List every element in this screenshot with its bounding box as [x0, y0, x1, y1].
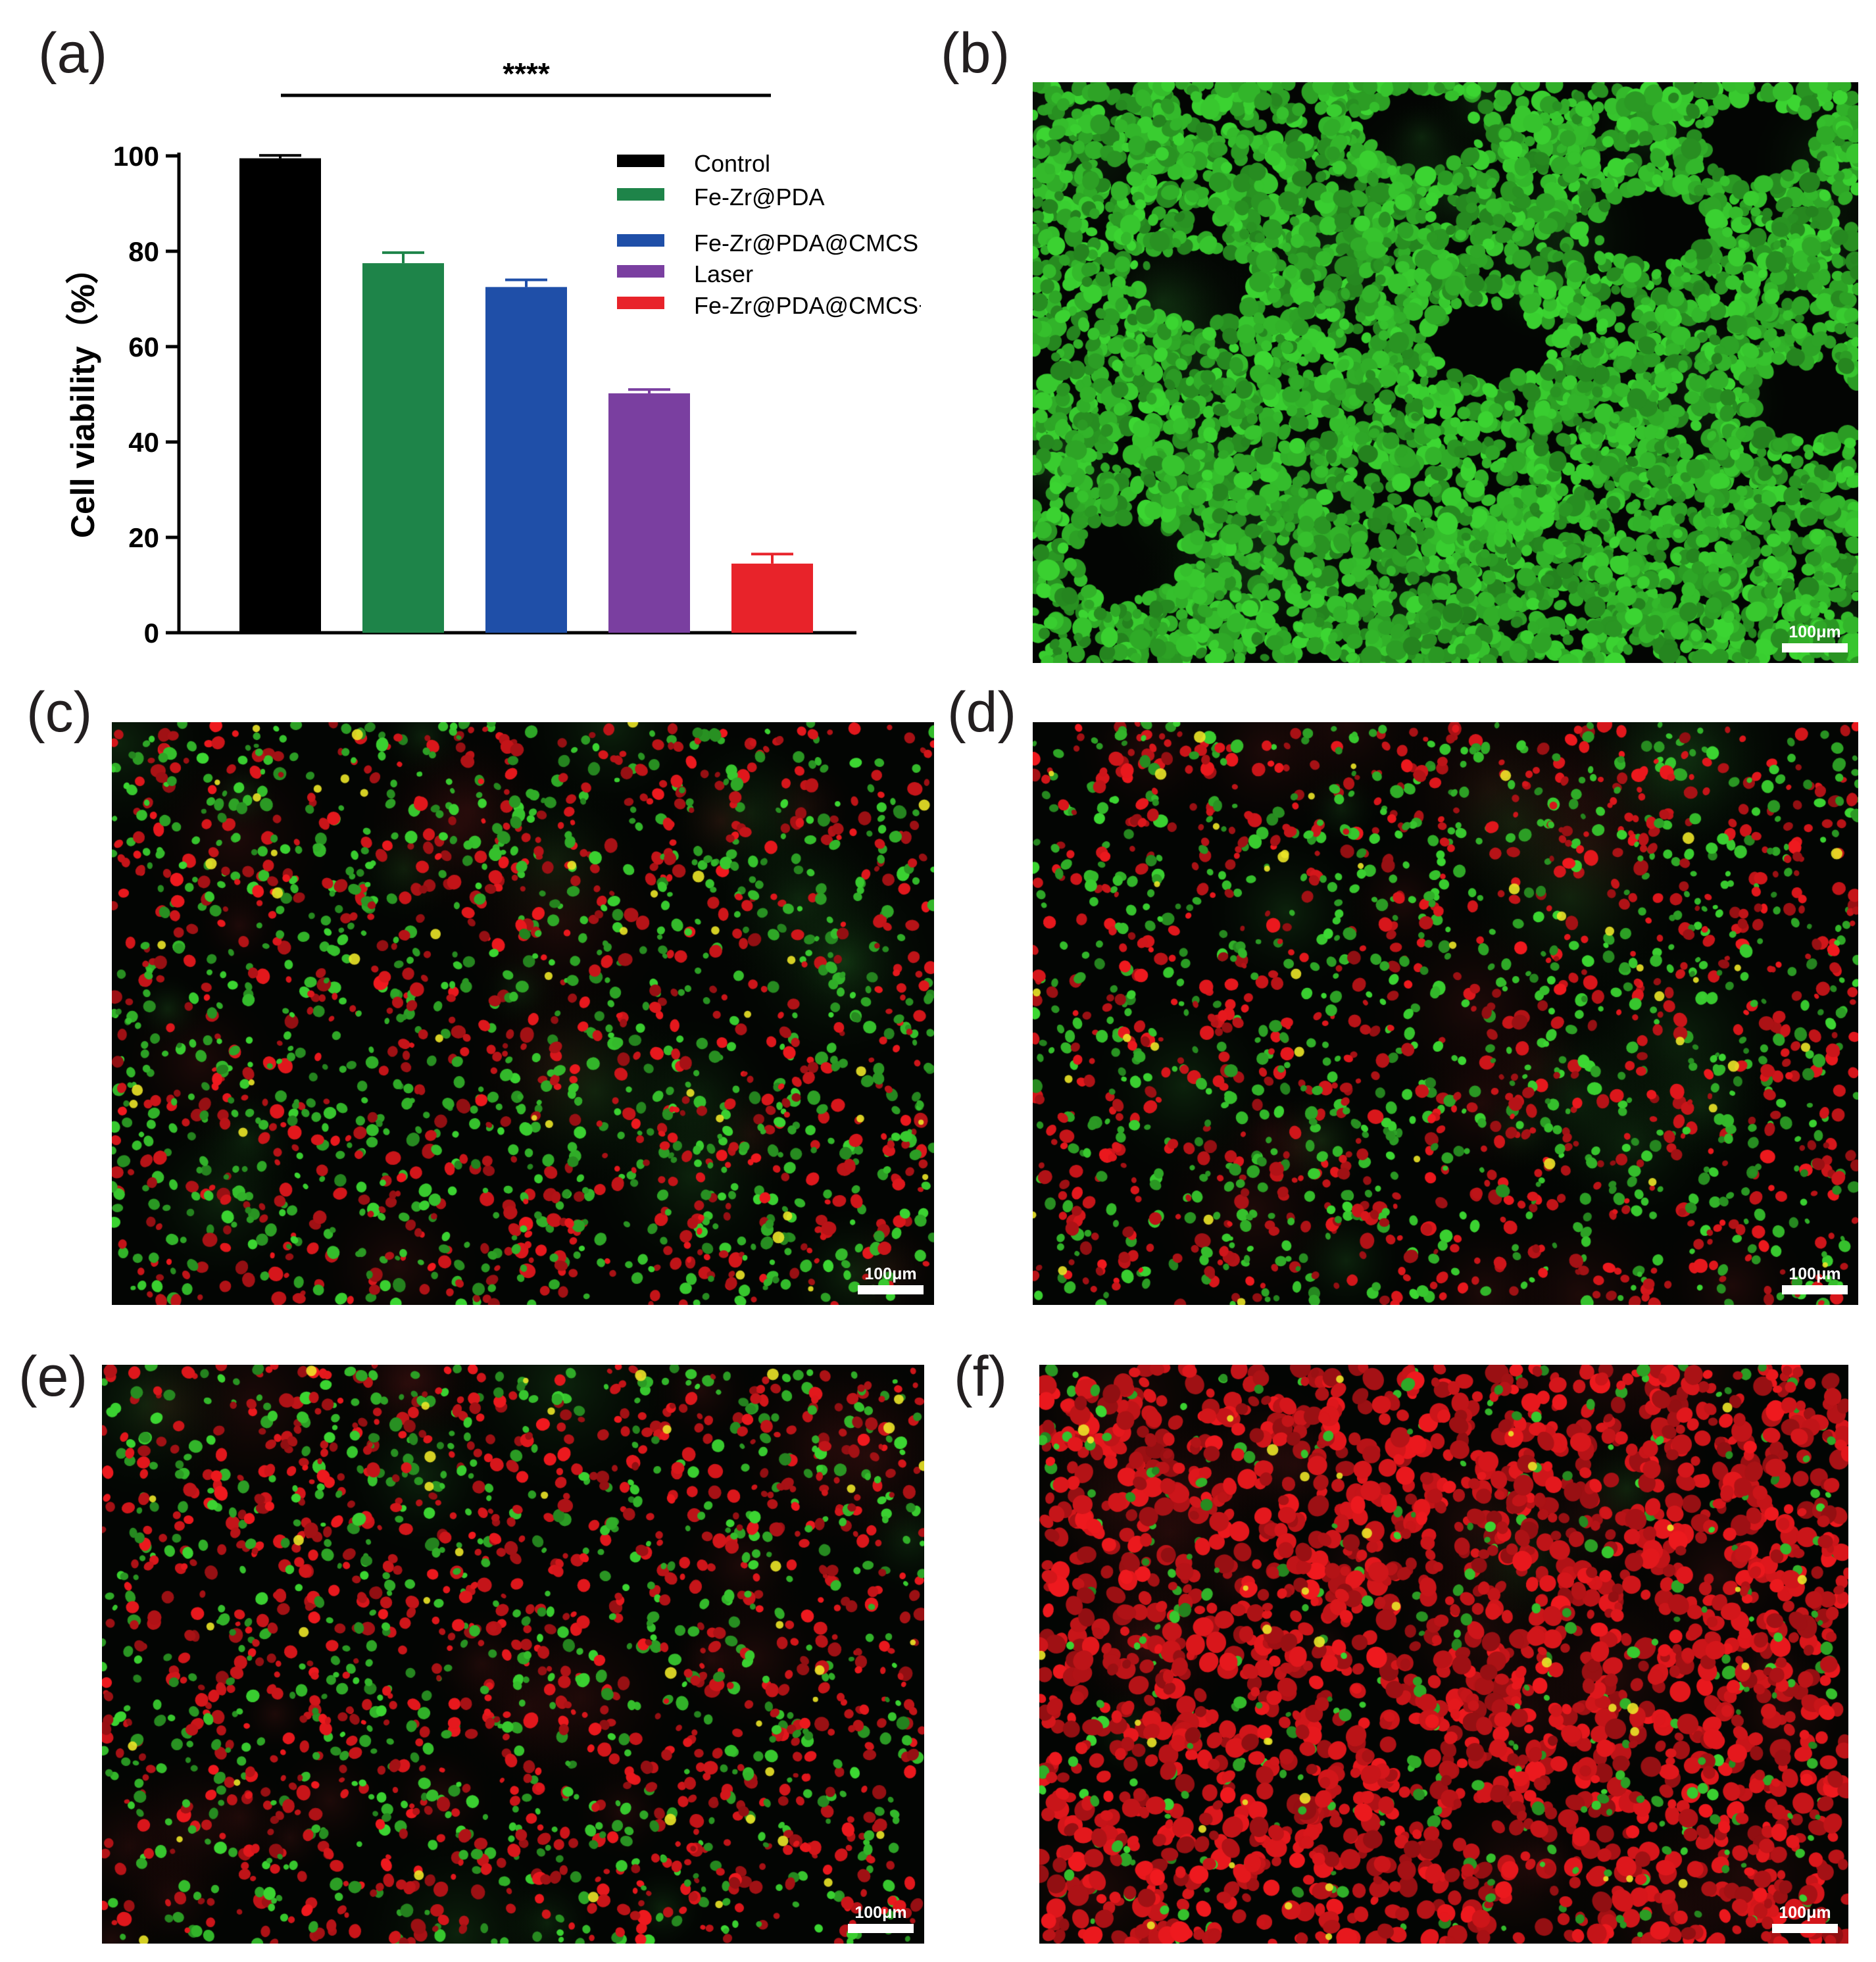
- y-tick-label: 20: [128, 522, 159, 553]
- legend-swatch-2: [617, 188, 664, 201]
- legend-swatch-3: [617, 234, 664, 247]
- bar-3: [485, 287, 567, 633]
- bar-chart: 0 20 40 60 80 100 Control Fe-Zr@PDA Fe-Zr@PDA@C…: [64, 57, 921, 649]
- micrograph-e: 100μm: [102, 1365, 924, 1944]
- panel-label-b: (b): [941, 22, 1010, 85]
- y-tick-label: 40: [128, 427, 159, 458]
- legend-label-5: Fe-Zr@PDA@CMCS+Laser: [694, 292, 921, 319]
- bar-2: [362, 263, 444, 633]
- scale-bar: 100μm: [1782, 624, 1848, 652]
- scale-bar-label: 100μm: [864, 1265, 917, 1283]
- panel-label-f: (f): [954, 1345, 1008, 1408]
- legend-label-1: Control: [694, 150, 770, 177]
- scale-bar: 100μm: [1772, 1905, 1838, 1933]
- legend-swatch-5: [617, 297, 664, 309]
- panel-label-d: (d): [947, 681, 1017, 744]
- panel-label-c: (c): [26, 681, 93, 744]
- micrograph-d: 100μm: [1033, 722, 1858, 1305]
- scale-bar-label: 100μm: [854, 1903, 907, 1922]
- y-axis-label: Cell viability（%）: [64, 251, 101, 538]
- y-tick-label: 0: [144, 618, 159, 649]
- micrograph-f: 100μm: [1039, 1365, 1848, 1944]
- bar-4: [608, 393, 690, 633]
- legend-label-3: Fe-Zr@PDA@CMCS: [694, 230, 918, 257]
- legend-swatch-4: [617, 265, 664, 278]
- panel-label-e: (e): [18, 1345, 88, 1408]
- scale-bar: 100μm: [1782, 1266, 1848, 1294]
- scale-bar: 100μm: [858, 1266, 924, 1294]
- panel-label-a: (a): [38, 22, 108, 85]
- legend-swatch-1: [617, 155, 664, 167]
- significance-label: ****: [503, 57, 550, 91]
- y-tick-label: 80: [128, 236, 159, 267]
- scale-bar-label: 100μm: [1789, 623, 1841, 641]
- scale-bar-label: 100μm: [1789, 1265, 1841, 1283]
- micrograph-b: 100μm: [1033, 82, 1858, 663]
- legend-label-2: Fe-Zr@PDA: [694, 184, 825, 210]
- scale-bar: 100μm: [848, 1905, 914, 1933]
- scale-bar-label: 100μm: [1779, 1903, 1831, 1922]
- micrograph-c: 100μm: [112, 722, 934, 1305]
- bar-5: [731, 563, 813, 633]
- bar-1: [239, 158, 321, 633]
- y-tick-label: 60: [128, 331, 159, 362]
- legend-label-4: Laser: [694, 260, 753, 287]
- y-tick-label: 100: [113, 141, 159, 172]
